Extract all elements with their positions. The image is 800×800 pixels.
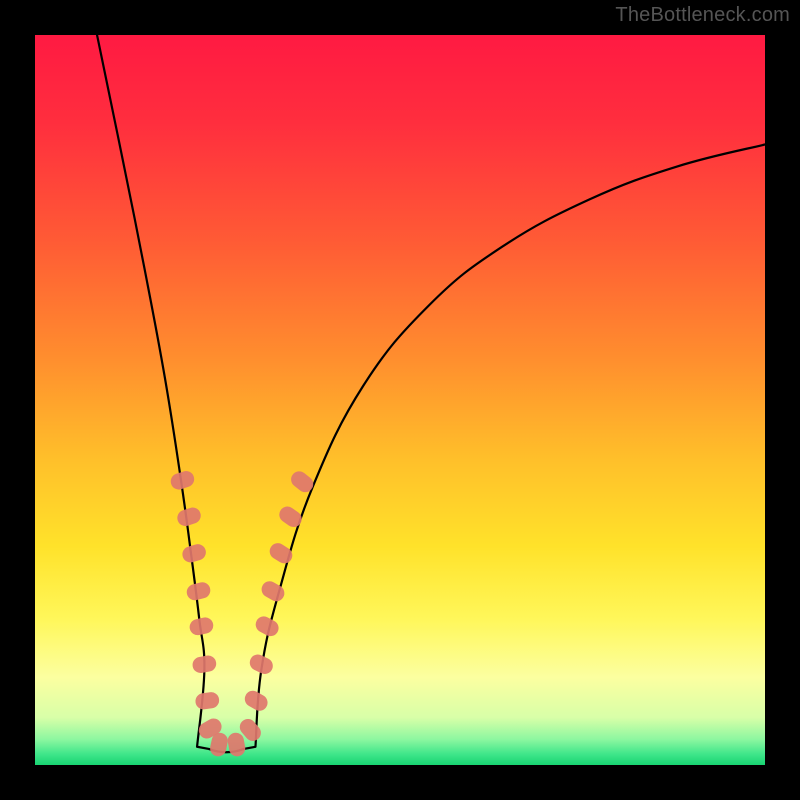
- gradient-background: [35, 35, 765, 765]
- watermark-label: TheBottleneck.com: [615, 4, 790, 27]
- chart-stage: TheBottleneck.com: [0, 0, 800, 800]
- bottleneck-chart: [0, 0, 800, 800]
